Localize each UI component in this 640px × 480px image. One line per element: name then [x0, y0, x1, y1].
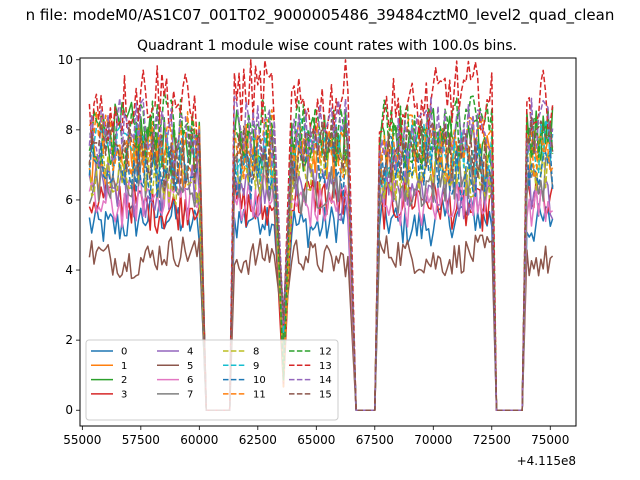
- legend-label-2: 2: [121, 375, 127, 386]
- series-line-14: [88, 95, 554, 411]
- figure-suptitle: n file: modeM0/AS1C07_001T02_9000005486_…: [25, 6, 615, 24]
- legend-label-0: 0: [121, 347, 127, 358]
- x-tick-label: 65000: [297, 433, 335, 447]
- legend-label-8: 8: [253, 347, 259, 358]
- x-tick-label: 62500: [239, 433, 277, 447]
- series-line-5: [88, 234, 554, 411]
- x-axis: 55000 57500 60000 62500 65000 67500 70000 72500…: [63, 426, 569, 447]
- legend-label-11: 11: [253, 389, 266, 400]
- x-tick-label: 55000: [63, 433, 101, 447]
- x-tick-label: 75000: [531, 433, 569, 447]
- series-line-11: [88, 109, 554, 411]
- y-tick-label: 10: [58, 53, 73, 67]
- legend-label-5: 5: [187, 361, 193, 372]
- legend-label-7: 7: [187, 389, 193, 400]
- y-axis: 0 2 4 6 8 10: [58, 53, 80, 417]
- x-tick-label: 57500: [122, 433, 160, 447]
- y-tick-label: 0: [65, 403, 73, 417]
- y-tick-label: 4: [65, 263, 73, 277]
- series-line-10: [88, 129, 554, 411]
- legend-label-15: 15: [319, 389, 332, 400]
- plot-frame: [79, 57, 577, 427]
- y-tick-label: 8: [65, 123, 73, 137]
- legend-label-14: 14: [319, 375, 332, 386]
- series-line-15: [88, 116, 554, 411]
- y-tick-label: 2: [65, 333, 73, 347]
- x-tick-label: 60000: [180, 433, 218, 447]
- legend-label-4: 4: [187, 347, 193, 358]
- legend-label-12: 12: [319, 347, 332, 358]
- x-tick-label: 70000: [414, 433, 452, 447]
- legend-label-1: 1: [121, 361, 127, 372]
- legend-label-9: 9: [253, 361, 259, 372]
- x-tick-label: 67500: [356, 433, 394, 447]
- chart-title: Quadrant 1 module wise count rates with …: [137, 38, 517, 54]
- legend-label-10: 10: [253, 375, 266, 386]
- legend-label-3: 3: [121, 389, 127, 400]
- legend-label-13: 13: [319, 361, 332, 372]
- legend-box: [85, 339, 339, 421]
- legend-label-6: 6: [187, 375, 193, 386]
- y-tick-label: 6: [65, 193, 73, 207]
- x-offset-label: +4.115e8: [517, 454, 576, 468]
- x-tick-label: 72500: [473, 433, 511, 447]
- series-layer: [88, 59, 554, 411]
